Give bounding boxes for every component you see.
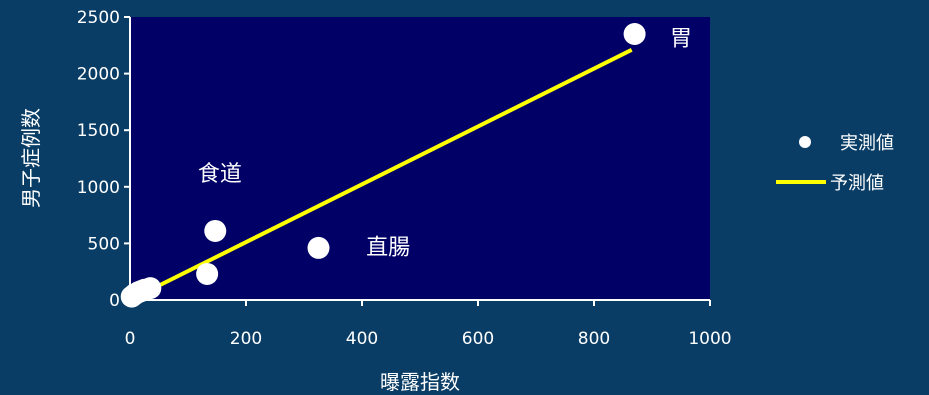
x-tick-label: 400 — [346, 329, 378, 349]
y-tick-label: 1500 — [77, 121, 120, 141]
legend-label-predicted: 予測値 — [830, 173, 884, 194]
legend: 実測値 予測値 — [776, 133, 894, 194]
measured-point — [623, 22, 646, 45]
measured-point — [204, 219, 227, 242]
x-tick-label: 0 — [125, 329, 136, 349]
x-tick-label: 600 — [462, 329, 494, 349]
measured-point — [196, 262, 219, 285]
legend-label-measured: 実測値 — [840, 133, 894, 154]
y-tick-label: 2000 — [77, 65, 120, 85]
point-annotation: 胃 — [670, 26, 692, 51]
x-axis-title: 曝露指数 — [380, 370, 460, 394]
legend-marker-measured — [799, 136, 811, 148]
y-tick-label: 0 — [109, 291, 120, 311]
measured-point — [307, 236, 330, 259]
x-tick-label: 200 — [230, 329, 262, 349]
y-tick-label: 1000 — [77, 178, 120, 198]
x-tick-label: 1000 — [688, 329, 731, 349]
points-layer — [120, 22, 646, 308]
regression-layer — [129, 48, 633, 302]
axes-layer: 0 500 1000 1500 2000 2500 0 200 400 600 800 1000 — [77, 8, 732, 349]
y-tick-label: 500 — [88, 234, 120, 254]
predicted-line — [129, 48, 633, 302]
measured-point — [139, 277, 162, 300]
point-annotation: 食道 — [198, 162, 242, 187]
y-tick-label: 2500 — [77, 8, 120, 28]
x-tick-label: 800 — [578, 329, 610, 349]
point-annotation: 直腸 — [366, 236, 410, 261]
y-axis-title: 男子症例数 — [19, 108, 43, 208]
